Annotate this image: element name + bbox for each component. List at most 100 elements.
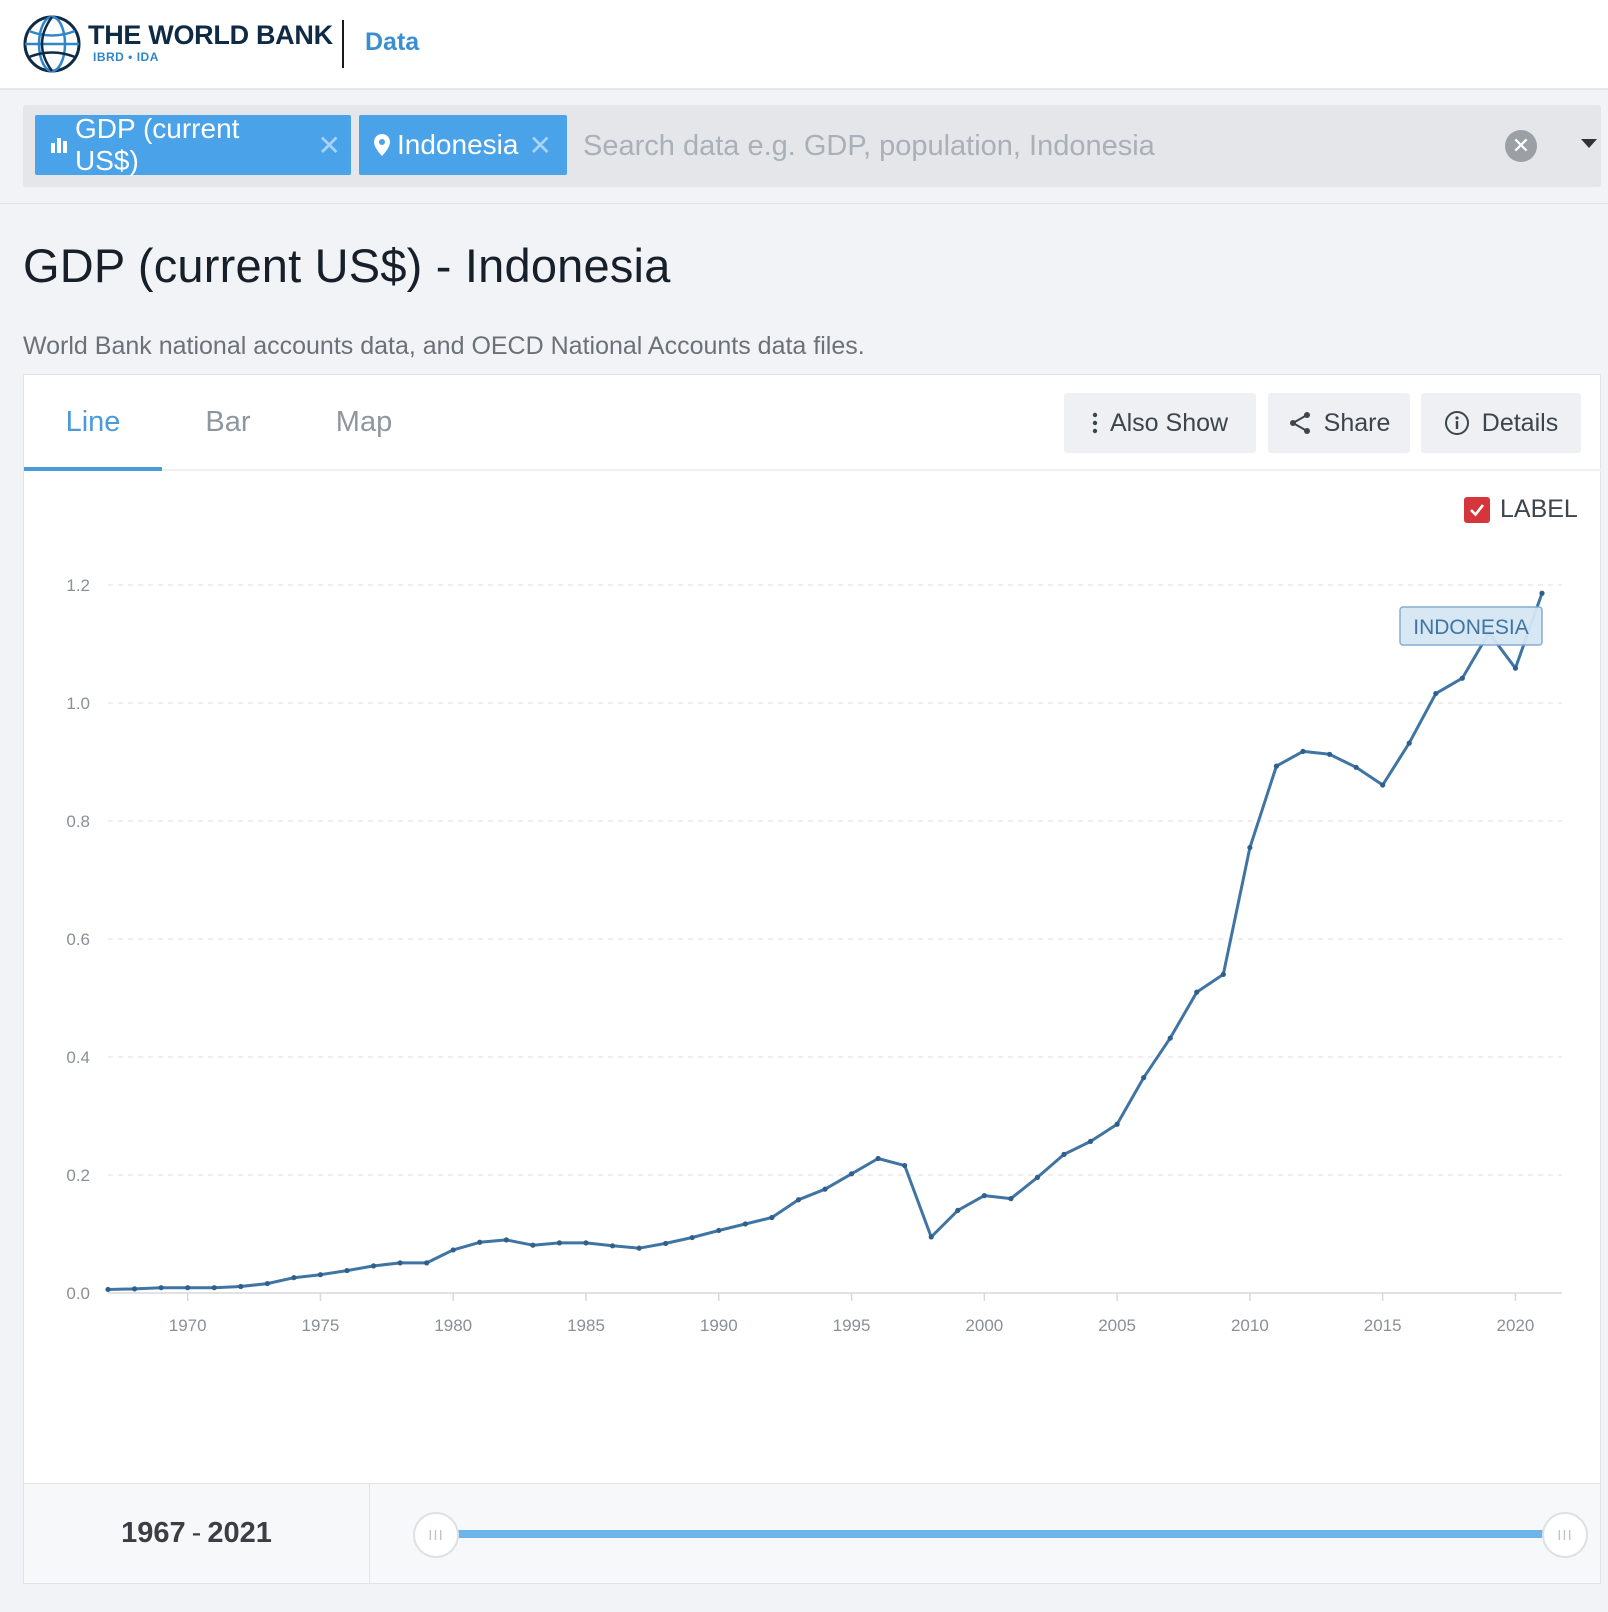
data-point — [1539, 590, 1545, 596]
range-end-year: 2021 — [207, 1517, 272, 1549]
data-point — [1406, 740, 1412, 746]
data-point — [424, 1260, 430, 1266]
brand[interactable]: THE WORLD BANK IBRD • IDA — [88, 20, 333, 64]
data-point — [450, 1247, 456, 1253]
data-point — [1459, 675, 1465, 681]
data-point — [503, 1237, 509, 1243]
tab-line[interactable]: Line — [24, 375, 162, 471]
series-label-box — [1399, 606, 1543, 646]
tab-map[interactable]: Map — [335, 406, 393, 438]
indicator-chip-label: GDP (current US$) — [75, 113, 240, 176]
tab-bar[interactable]: Bar — [205, 406, 251, 438]
data-point — [1380, 782, 1386, 788]
data-point — [716, 1227, 722, 1234]
location-chip-label: Indonesia — [397, 129, 519, 160]
label-toggle-text: LABEL — [1500, 495, 1578, 523]
year-range-panel: 1967 - 2021 III III — [23, 1484, 1601, 1584]
year-range-label: 1967 - 2021 — [24, 1484, 370, 1583]
data-point — [1433, 690, 1439, 697]
page-title: GDP (current US$) - Indonesia — [23, 239, 671, 292]
also-show-button[interactable]: Also Show — [1064, 393, 1256, 453]
label-toggle[interactable]: LABEL — [1464, 495, 1578, 524]
share-button[interactable]: Share — [1268, 393, 1410, 453]
y-tick-label: 0.2 — [66, 1166, 90, 1185]
x-tick-label: 2015 — [1364, 1316, 1402, 1335]
data-point — [1353, 764, 1359, 770]
label-checkbox[interactable] — [1464, 496, 1490, 523]
data-point — [1300, 748, 1306, 754]
range-start-year: 1967 — [121, 1517, 186, 1549]
remove-location-icon[interactable]: ✕ — [528, 129, 552, 161]
range-separator: - — [191, 1517, 202, 1549]
location-pin-icon — [373, 133, 391, 157]
section-link-data[interactable]: Data — [365, 28, 420, 56]
chart-card: Line Bar Map Also Show Share Details LAB… — [23, 374, 1602, 1484]
y-tick-label: 0.0 — [66, 1284, 90, 1303]
site-header: THE WORLD BANK IBRD • IDA Data — [0, 0, 1608, 90]
range-start-handle[interactable]: III — [413, 1512, 459, 1558]
data-point — [822, 1186, 828, 1192]
grip-icon: III — [1557, 1526, 1573, 1544]
data-point — [397, 1260, 403, 1266]
series-line-indonesia — [107, 592, 1544, 1291]
y-tick-label: 1.0 — [66, 694, 90, 713]
x-tick-label: 1970 — [169, 1316, 207, 1335]
data-point — [1167, 1035, 1173, 1041]
search-input[interactable] — [583, 119, 1443, 173]
data-point — [689, 1234, 695, 1241]
data-point — [583, 1240, 589, 1246]
data-point — [264, 1280, 270, 1287]
clear-search-icon[interactable]: ✕ — [1505, 130, 1537, 162]
info-icon — [1444, 410, 1470, 436]
also-show-label: Also Show — [1109, 408, 1229, 437]
x-tick-label: 1980 — [434, 1316, 472, 1335]
data-point — [105, 1286, 111, 1293]
chart-tabs: Line Bar Map Also Show Share Details — [24, 375, 1602, 471]
bar-chart-icon — [49, 135, 69, 155]
vertical-dots-icon — [1092, 412, 1098, 434]
data-point — [131, 1286, 138, 1292]
data-point — [663, 1240, 669, 1247]
data-point — [636, 1245, 642, 1251]
data-point — [1114, 1121, 1120, 1127]
data-point — [928, 1234, 934, 1240]
data-point — [1141, 1075, 1147, 1081]
data-source: World Bank national accounts data, and O… — [23, 332, 865, 360]
remove-indicator-icon[interactable]: ✕ — [317, 129, 341, 161]
year-range-track[interactable] — [444, 1530, 1562, 1538]
data-point — [370, 1263, 377, 1269]
location-chip[interactable]: Indonesia ✕ — [359, 115, 567, 175]
data-point — [1273, 763, 1280, 769]
grip-icon: III — [428, 1526, 444, 1544]
data-point — [317, 1272, 324, 1278]
details-button[interactable]: Details — [1421, 393, 1581, 453]
data-point — [1061, 1151, 1067, 1157]
data-point — [742, 1221, 748, 1227]
world-bank-globe-icon[interactable] — [22, 14, 82, 74]
data-point — [477, 1239, 483, 1245]
data-point — [185, 1285, 191, 1291]
data-point — [875, 1155, 881, 1162]
data-point — [609, 1243, 616, 1249]
x-tick-label: 2005 — [1098, 1316, 1136, 1335]
y-tick-label: 0.8 — [66, 812, 90, 831]
data-point — [530, 1242, 536, 1248]
x-tick-label: 2000 — [965, 1316, 1003, 1335]
data-point — [158, 1285, 164, 1291]
chevron-down-icon[interactable] — [1581, 139, 1597, 148]
data-point — [795, 1197, 802, 1203]
data-point — [1326, 751, 1333, 757]
data-point — [848, 1171, 855, 1177]
indicator-chip[interactable]: GDP (current US$) ✕ — [35, 113, 351, 176]
x-tick-label: 1990 — [700, 1316, 738, 1335]
data-point — [769, 1214, 775, 1221]
y-tick-label: 0.6 — [66, 930, 90, 949]
header-divider — [342, 20, 344, 68]
brand-subtitle: IBRD • IDA — [93, 50, 159, 64]
data-point — [1247, 844, 1253, 851]
data-point — [1034, 1174, 1041, 1180]
y-tick-label: 1.2 — [66, 576, 90, 595]
share-label: Share — [1323, 408, 1391, 437]
data-point — [211, 1285, 217, 1291]
range-end-handle[interactable]: III — [1542, 1512, 1588, 1558]
